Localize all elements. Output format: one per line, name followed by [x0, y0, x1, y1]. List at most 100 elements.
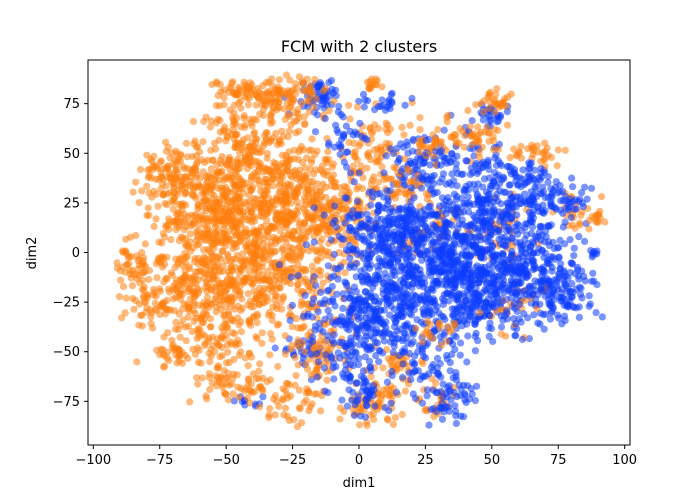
- scatter-point: [231, 182, 239, 190]
- scatter-point: [186, 177, 194, 185]
- scatter-point: [597, 193, 606, 201]
- scatter-point: [391, 414, 399, 422]
- scatter-point: [447, 326, 456, 334]
- scatter-point: [413, 225, 421, 233]
- scatter-point: [317, 253, 325, 262]
- scatter-point: [268, 316, 276, 324]
- scatter-point: [457, 269, 465, 277]
- scatter-point: [182, 172, 190, 180]
- scatter-point: [250, 130, 258, 138]
- scatter-point: [342, 122, 350, 130]
- scatter-point: [427, 406, 435, 414]
- scatter-point: [579, 199, 587, 207]
- scatter-point: [232, 90, 240, 98]
- scatter-point: [193, 231, 201, 239]
- scatter-point: [475, 137, 483, 145]
- scatter-point: [295, 243, 304, 251]
- scatter-point: [376, 189, 384, 197]
- scatter-point: [429, 180, 437, 188]
- scatter-point: [253, 334, 261, 343]
- scatter-point: [156, 158, 165, 166]
- scatter-point: [400, 322, 408, 330]
- scatter-point: [316, 267, 325, 275]
- scatter-point: [486, 98, 494, 106]
- scatter-point: [465, 395, 474, 403]
- scatter-point: [497, 323, 506, 331]
- scatter-point: [258, 90, 266, 98]
- scatter-point: [182, 337, 190, 345]
- scatter-point: [301, 266, 309, 274]
- scatter-point: [119, 282, 128, 290]
- scatter-point: [243, 216, 251, 224]
- scatter-point: [308, 262, 316, 270]
- scatter-point: [214, 92, 222, 100]
- scatter-point: [206, 323, 214, 331]
- scatter-point: [164, 329, 172, 337]
- scatter-point: [383, 385, 391, 393]
- scatter-point: [567, 213, 575, 222]
- scatter-point: [478, 143, 486, 151]
- scatter-point: [350, 178, 358, 186]
- scatter-point: [448, 170, 456, 178]
- scatter-point: [310, 277, 318, 285]
- scatter-point: [199, 168, 207, 176]
- scatter-point: [285, 127, 293, 135]
- scatter-point: [438, 415, 447, 423]
- scatter-point: [585, 292, 593, 300]
- scatter-point: [407, 376, 415, 384]
- scatter-point: [376, 257, 384, 265]
- scatter-point: [378, 83, 386, 91]
- scatter-point: [434, 126, 442, 134]
- scatter-point: [279, 159, 287, 167]
- scatter-point: [136, 165, 145, 173]
- scatter-point: [316, 319, 324, 327]
- scatter-point: [242, 200, 250, 208]
- scatter-point: [339, 290, 347, 298]
- scatter-point: [312, 166, 320, 174]
- scatter-point: [167, 269, 175, 277]
- scatter-point: [231, 232, 239, 240]
- scatter-point: [302, 88, 310, 96]
- scatter-point: [498, 297, 506, 305]
- scatter-point: [538, 271, 546, 279]
- scatter-point: [175, 345, 183, 353]
- scatter-point: [179, 305, 187, 313]
- scatter-point: [355, 142, 363, 150]
- scatter-point: [162, 138, 170, 146]
- scatter-point: [226, 338, 234, 346]
- scatter-point: [391, 236, 400, 244]
- scatter-point: [274, 164, 282, 172]
- scatter-point: [494, 145, 502, 154]
- scatter-point: [191, 310, 199, 318]
- scatter-point: [453, 182, 461, 190]
- scatter-point: [257, 187, 265, 195]
- scatter-point: [242, 153, 250, 161]
- scatter-point: [569, 288, 577, 296]
- scatter-point: [470, 152, 478, 160]
- scatter-point: [416, 126, 424, 134]
- scatter-point: [513, 152, 521, 160]
- scatter-point: [472, 264, 480, 272]
- scatter-point: [275, 76, 283, 84]
- scatter-point: [416, 148, 424, 156]
- scatter-point: [408, 358, 416, 367]
- scatter-point: [302, 241, 310, 249]
- scatter-point: [499, 285, 507, 293]
- scatter-point: [467, 164, 475, 172]
- scatter-point: [201, 197, 209, 205]
- scatter-point: [489, 137, 498, 145]
- scatter-point: [212, 229, 220, 237]
- scatter-point: [356, 295, 364, 303]
- scatter-point: [484, 285, 492, 293]
- scatter-point: [282, 71, 291, 79]
- scatter-point: [389, 295, 397, 303]
- scatter-point: [457, 412, 465, 420]
- scatter-point: [279, 244, 287, 252]
- scatter-point: [453, 393, 461, 401]
- scatter-point: [203, 222, 211, 231]
- scatter-point: [256, 403, 264, 411]
- scatter-point: [514, 255, 522, 263]
- scatter-point: [284, 133, 292, 141]
- scatter-point: [283, 391, 291, 399]
- scatter-point: [351, 148, 359, 156]
